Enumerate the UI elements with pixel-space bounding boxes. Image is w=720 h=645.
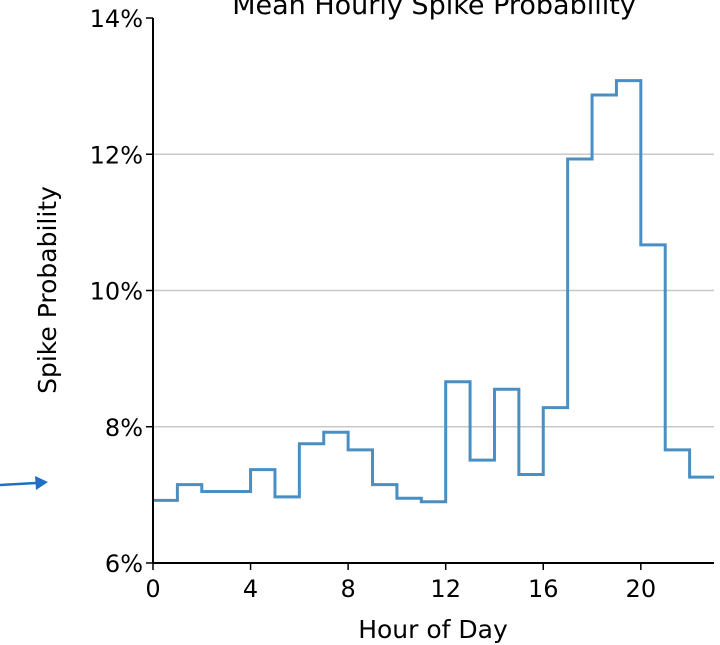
arrow-shaft bbox=[0, 481, 37, 487]
annotation-arrow bbox=[0, 476, 48, 490]
tick-labels: 6% 8% 10% 12% 14% 0 4 8 12 16 20 bbox=[90, 5, 656, 603]
x-tick-label-8: 8 bbox=[340, 575, 355, 603]
x-tick-label-16: 16 bbox=[528, 575, 559, 603]
y-tick-label-8: 8% bbox=[105, 414, 143, 442]
x-tick-label-4: 4 bbox=[243, 575, 258, 603]
x-tick-label-0: 0 bbox=[145, 575, 160, 603]
data-series bbox=[153, 79, 714, 504]
x-axis-label: Hour of Day bbox=[358, 615, 508, 644]
series-line-0 bbox=[153, 79, 714, 504]
chart-title: Mean Hourly Spike Probability bbox=[232, 0, 636, 21]
arrow-head bbox=[35, 476, 48, 490]
y-tick-label-12: 12% bbox=[90, 141, 143, 169]
y-tick-label-14: 14% bbox=[90, 5, 143, 33]
x-tick-label-12: 12 bbox=[430, 575, 461, 603]
y-tick-label-10: 10% bbox=[90, 278, 143, 306]
y-axis-label: Spike Probability bbox=[33, 186, 62, 394]
y-tick-label-6: 6% bbox=[105, 550, 143, 578]
x-tick-label-20: 20 bbox=[626, 575, 657, 603]
gridlines bbox=[153, 153, 714, 428]
